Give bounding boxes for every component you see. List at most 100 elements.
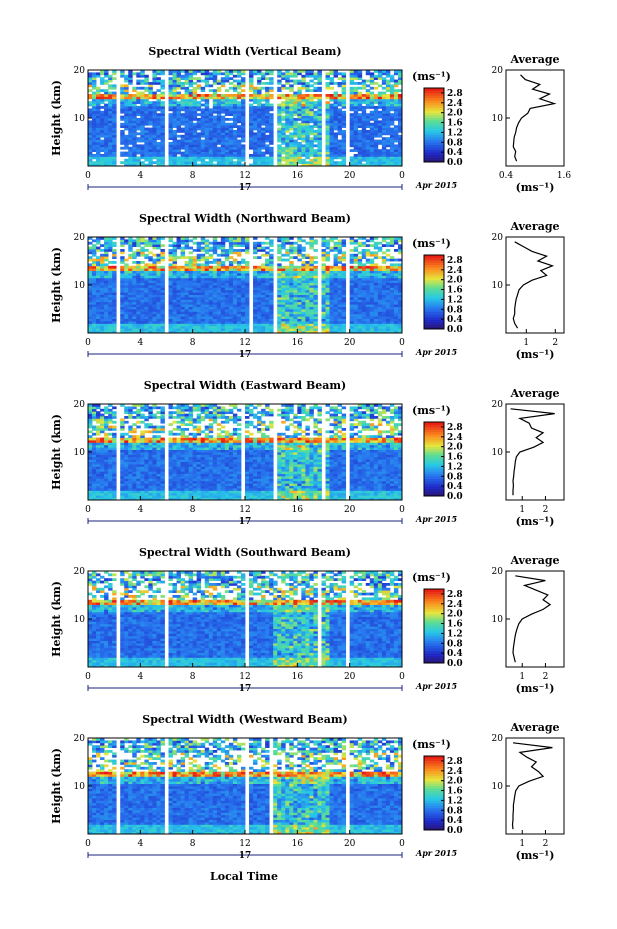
heatmap-cell [96, 328, 101, 331]
heatmap-cell [188, 77, 194, 80]
heatmap-cell [120, 287, 125, 291]
heatmap-cell [228, 244, 234, 247]
heatmap-cell [261, 151, 266, 155]
heatmap-cell [309, 256, 314, 259]
heatmap-cell [184, 142, 190, 145]
heatmap-cell [317, 79, 322, 83]
heatmap-cell [257, 321, 262, 324]
heatmap-cell [148, 96, 153, 100]
heatmap-cell [128, 110, 133, 114]
colorbar-segment [424, 92, 444, 96]
heatmap-cell [240, 244, 246, 247]
heatmap-cell [281, 241, 286, 245]
heatmap-cell [337, 304, 343, 307]
heatmap-cell [305, 282, 310, 286]
heatmap-cell [172, 316, 177, 319]
heatmap-cell [136, 149, 141, 152]
heatmap-cell [228, 277, 234, 281]
heatmap-cell [377, 249, 383, 252]
heatmap-cell [257, 244, 262, 247]
heatmap-cell [152, 94, 157, 97]
heatmap-cell [88, 103, 93, 107]
heatmap-cell [108, 144, 113, 148]
heatmap-cell [152, 244, 157, 247]
heatmap-cell [353, 96, 359, 100]
heatmap-cell [152, 311, 157, 315]
heatmap-cell [224, 101, 230, 104]
heatmap-cell [313, 125, 318, 128]
heatmap-cell [261, 74, 266, 78]
heatmap-cell [305, 285, 310, 288]
heatmap-cell [180, 144, 186, 148]
heatmap-cell [277, 130, 282, 133]
heatmap-cell [373, 96, 379, 100]
heatmap-cell [285, 163, 290, 167]
heatmap-cell [148, 89, 153, 92]
heatmap-cell [232, 313, 238, 317]
heatmap-cell [88, 137, 93, 140]
heatmap-cell [261, 277, 266, 281]
heatmap-cell [261, 241, 266, 245]
heatmap-cell [257, 299, 262, 303]
heatmap-cell [200, 246, 206, 250]
heatmap-cell [325, 273, 330, 276]
heatmap-cell [192, 96, 198, 100]
heatmap-cell [132, 292, 137, 295]
heatmap-cell [277, 96, 282, 100]
heatmap-cell [212, 273, 218, 276]
heatmap-cell [297, 94, 302, 97]
heatmap-cell [204, 115, 210, 119]
heatmap-cell [92, 163, 97, 167]
heatmap-cell [333, 273, 338, 276]
heatmap-cell [112, 146, 117, 150]
heatmap-cell [265, 163, 270, 167]
heatmap-cell [176, 96, 181, 100]
heatmap-cell [377, 130, 383, 133]
heatmap-cell [156, 113, 161, 116]
heatmap-cell [261, 311, 266, 315]
heatmap-cell [196, 304, 202, 307]
heatmap-cell [92, 330, 97, 334]
heatmap-cell [269, 127, 274, 131]
heatmap-cell [180, 101, 186, 104]
heatmap-cell [281, 304, 286, 307]
heatmap-cell [104, 142, 109, 145]
heatmap-cell [293, 287, 298, 291]
heatmap-cell [341, 118, 347, 121]
heatmap-cell [381, 130, 387, 133]
heatmap-cell [108, 142, 113, 145]
heatmap-cell [196, 289, 202, 293]
heatmap-cell [108, 91, 113, 95]
heatmap-cell [132, 241, 137, 245]
heatmap-cell [257, 122, 262, 126]
heatmap-cell [160, 249, 165, 252]
heatmap-cell [297, 270, 302, 274]
heatmap-cell [204, 72, 210, 76]
heatmap-cell [132, 106, 137, 109]
heatmap-cell [369, 280, 375, 283]
heatmap-cell [136, 263, 141, 267]
heatmap-cell [108, 118, 113, 121]
heatmap-cell [92, 282, 97, 286]
heatmap-cell [253, 268, 258, 271]
heatmap-cell [353, 134, 359, 138]
heatmap-cell [329, 265, 334, 269]
heatmap-cell [112, 294, 117, 298]
average-y-tick-label: 10 [492, 114, 504, 124]
heatmap-cell [261, 330, 266, 334]
heatmap-cell [188, 94, 194, 97]
heatmap-cell [144, 265, 149, 269]
heatmap-cell [160, 309, 165, 312]
heatmap-cell [128, 151, 133, 155]
heatmap-cell [112, 287, 117, 291]
heatmap-cell [176, 285, 181, 288]
heatmap-cell [176, 106, 181, 109]
heatmap-cell [289, 313, 294, 317]
heatmap-cell [108, 86, 113, 90]
heatmap-cell [88, 282, 93, 286]
heatmap-cell [277, 258, 282, 262]
heatmap-cell [208, 304, 214, 307]
heatmap-cell [196, 268, 202, 271]
heatmap-cell [253, 161, 258, 164]
heatmap-cell [293, 249, 298, 252]
